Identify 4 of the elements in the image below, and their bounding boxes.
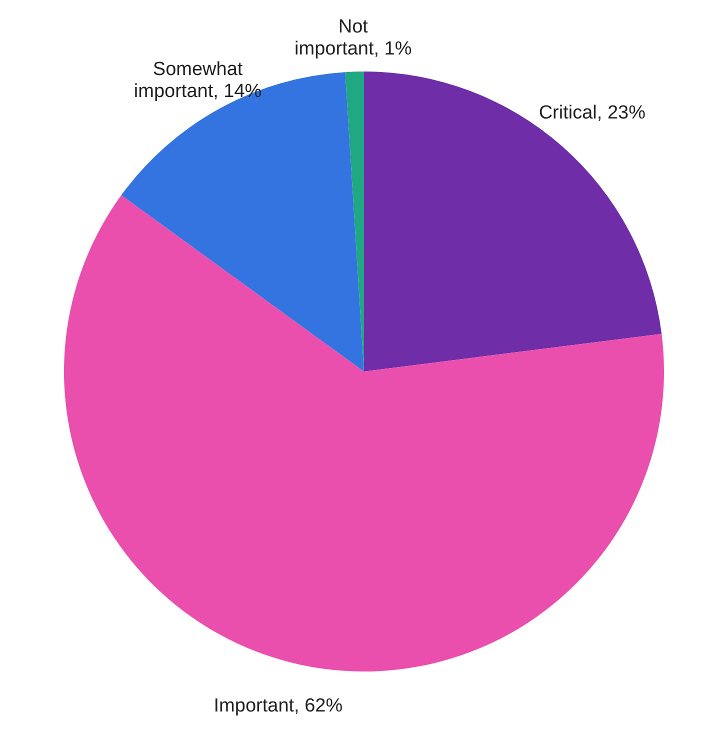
slice-label: Critical, 23% xyxy=(538,102,646,124)
slice-label: Important, 62% xyxy=(214,696,343,717)
slice-label: Not important, 1% xyxy=(294,16,412,60)
slice-label: Somewhat important, 14% xyxy=(134,59,262,102)
